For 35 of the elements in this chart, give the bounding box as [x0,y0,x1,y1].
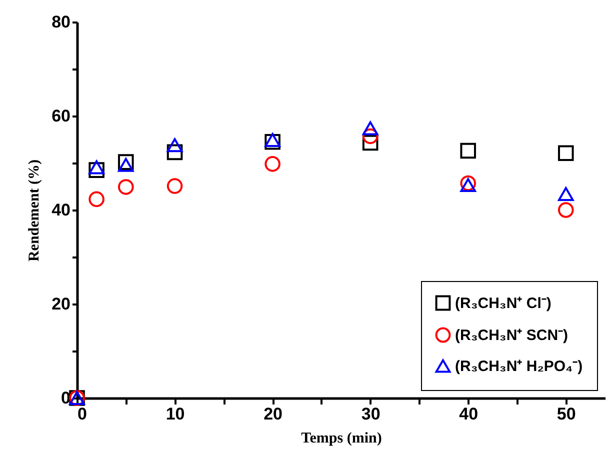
x-tick-label: 10 [166,404,185,424]
point [166,144,183,160]
point [558,202,574,218]
point [118,154,134,170]
point [88,160,104,174]
x-tick-label: 20 [264,404,283,424]
point [362,121,378,136]
point [460,142,476,159]
point [264,156,280,172]
point [166,178,183,194]
y-tick-label: 40 [52,200,70,220]
x-tick-label: 30 [361,404,380,424]
y-tick-label: 20 [52,294,70,314]
point [88,162,104,178]
point [88,191,104,208]
legend-label: (R₃CH₃N⁺ H₂PO₄⁻) [455,358,583,375]
legend-label: (R₃CH₃N⁺ SCN⁻) [455,327,568,344]
legend-label: (R₃CH₃N⁺ Cl⁻) [455,295,552,312]
point [118,179,134,195]
point [362,128,378,144]
point [166,138,183,152]
x-tick-label: 0 [78,404,87,424]
x-tick-label: 50 [556,404,576,424]
point [264,133,280,147]
point [264,134,280,150]
y-tick-label: 60 [52,106,70,126]
y-axis-title: Rendement (%) [26,159,43,262]
point [362,134,378,151]
y-tick-label: 80 [52,12,70,32]
point [558,145,574,162]
x-axis-title: Temps (min) [301,430,382,446]
point [118,158,134,172]
point [460,178,476,192]
x-tick-label: 40 [459,404,478,424]
point [558,187,574,201]
